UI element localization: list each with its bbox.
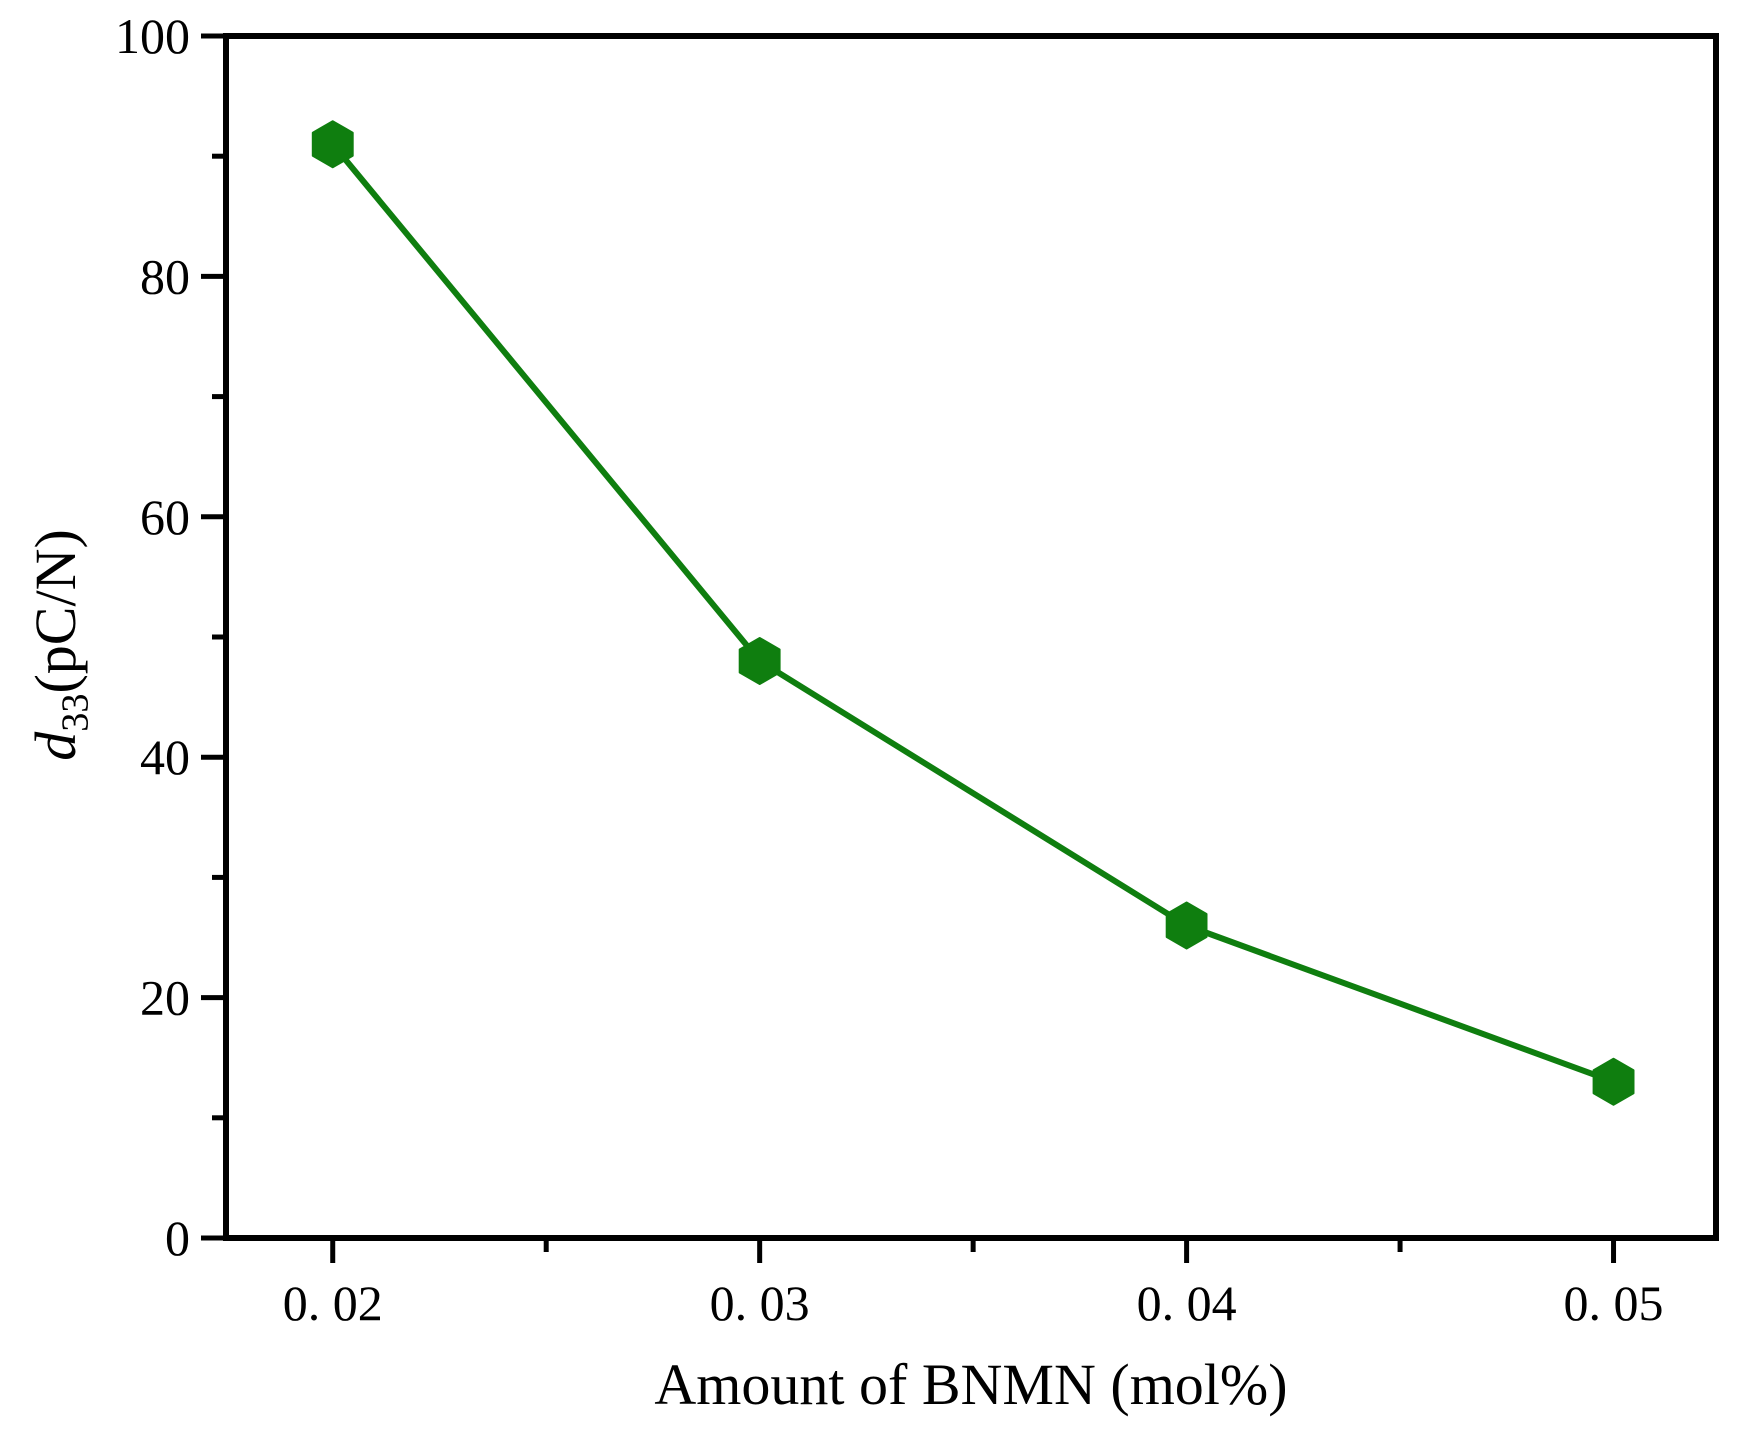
y-axis-title: d33(pC/N): [23, 529, 97, 761]
axis-ticks: [201, 33, 1617, 1263]
y-tick-label: 80: [140, 248, 190, 304]
x-tick-label: 0. 04: [1137, 1275, 1237, 1331]
plot-border: [223, 33, 1719, 1241]
data-point-marker: [1592, 1057, 1635, 1106]
x-tick-label: 0. 03: [710, 1275, 810, 1331]
y-axis-variable: d: [23, 731, 88, 761]
y-tick-label: 20: [140, 970, 190, 1026]
axis-tick-labels: 0 20 40 60 80 100 0. 02 0. 03 0. 04 0. 05: [115, 8, 1664, 1331]
data-point-marker: [311, 120, 354, 169]
data-series: [311, 120, 1635, 1106]
y-tick-label: 100: [115, 8, 190, 64]
data-point-marker: [1165, 901, 1208, 950]
y-tick-label: 40: [140, 729, 190, 785]
plot-frame: [223, 33, 1719, 1241]
y-tick-label: 60: [140, 489, 190, 545]
data-point-marker: [738, 637, 781, 685]
x-tick-label: 0. 05: [1564, 1275, 1664, 1331]
series-line: [329, 141, 1617, 1085]
y-axis-subscript: 33: [54, 693, 97, 732]
x-axis-title: Amount of BNMN (mol%): [654, 1352, 1287, 1417]
x-tick-label: 0. 02: [283, 1275, 383, 1331]
y-axis-unit: (pC/N): [23, 529, 88, 694]
y-tick-label: 0: [165, 1210, 190, 1266]
